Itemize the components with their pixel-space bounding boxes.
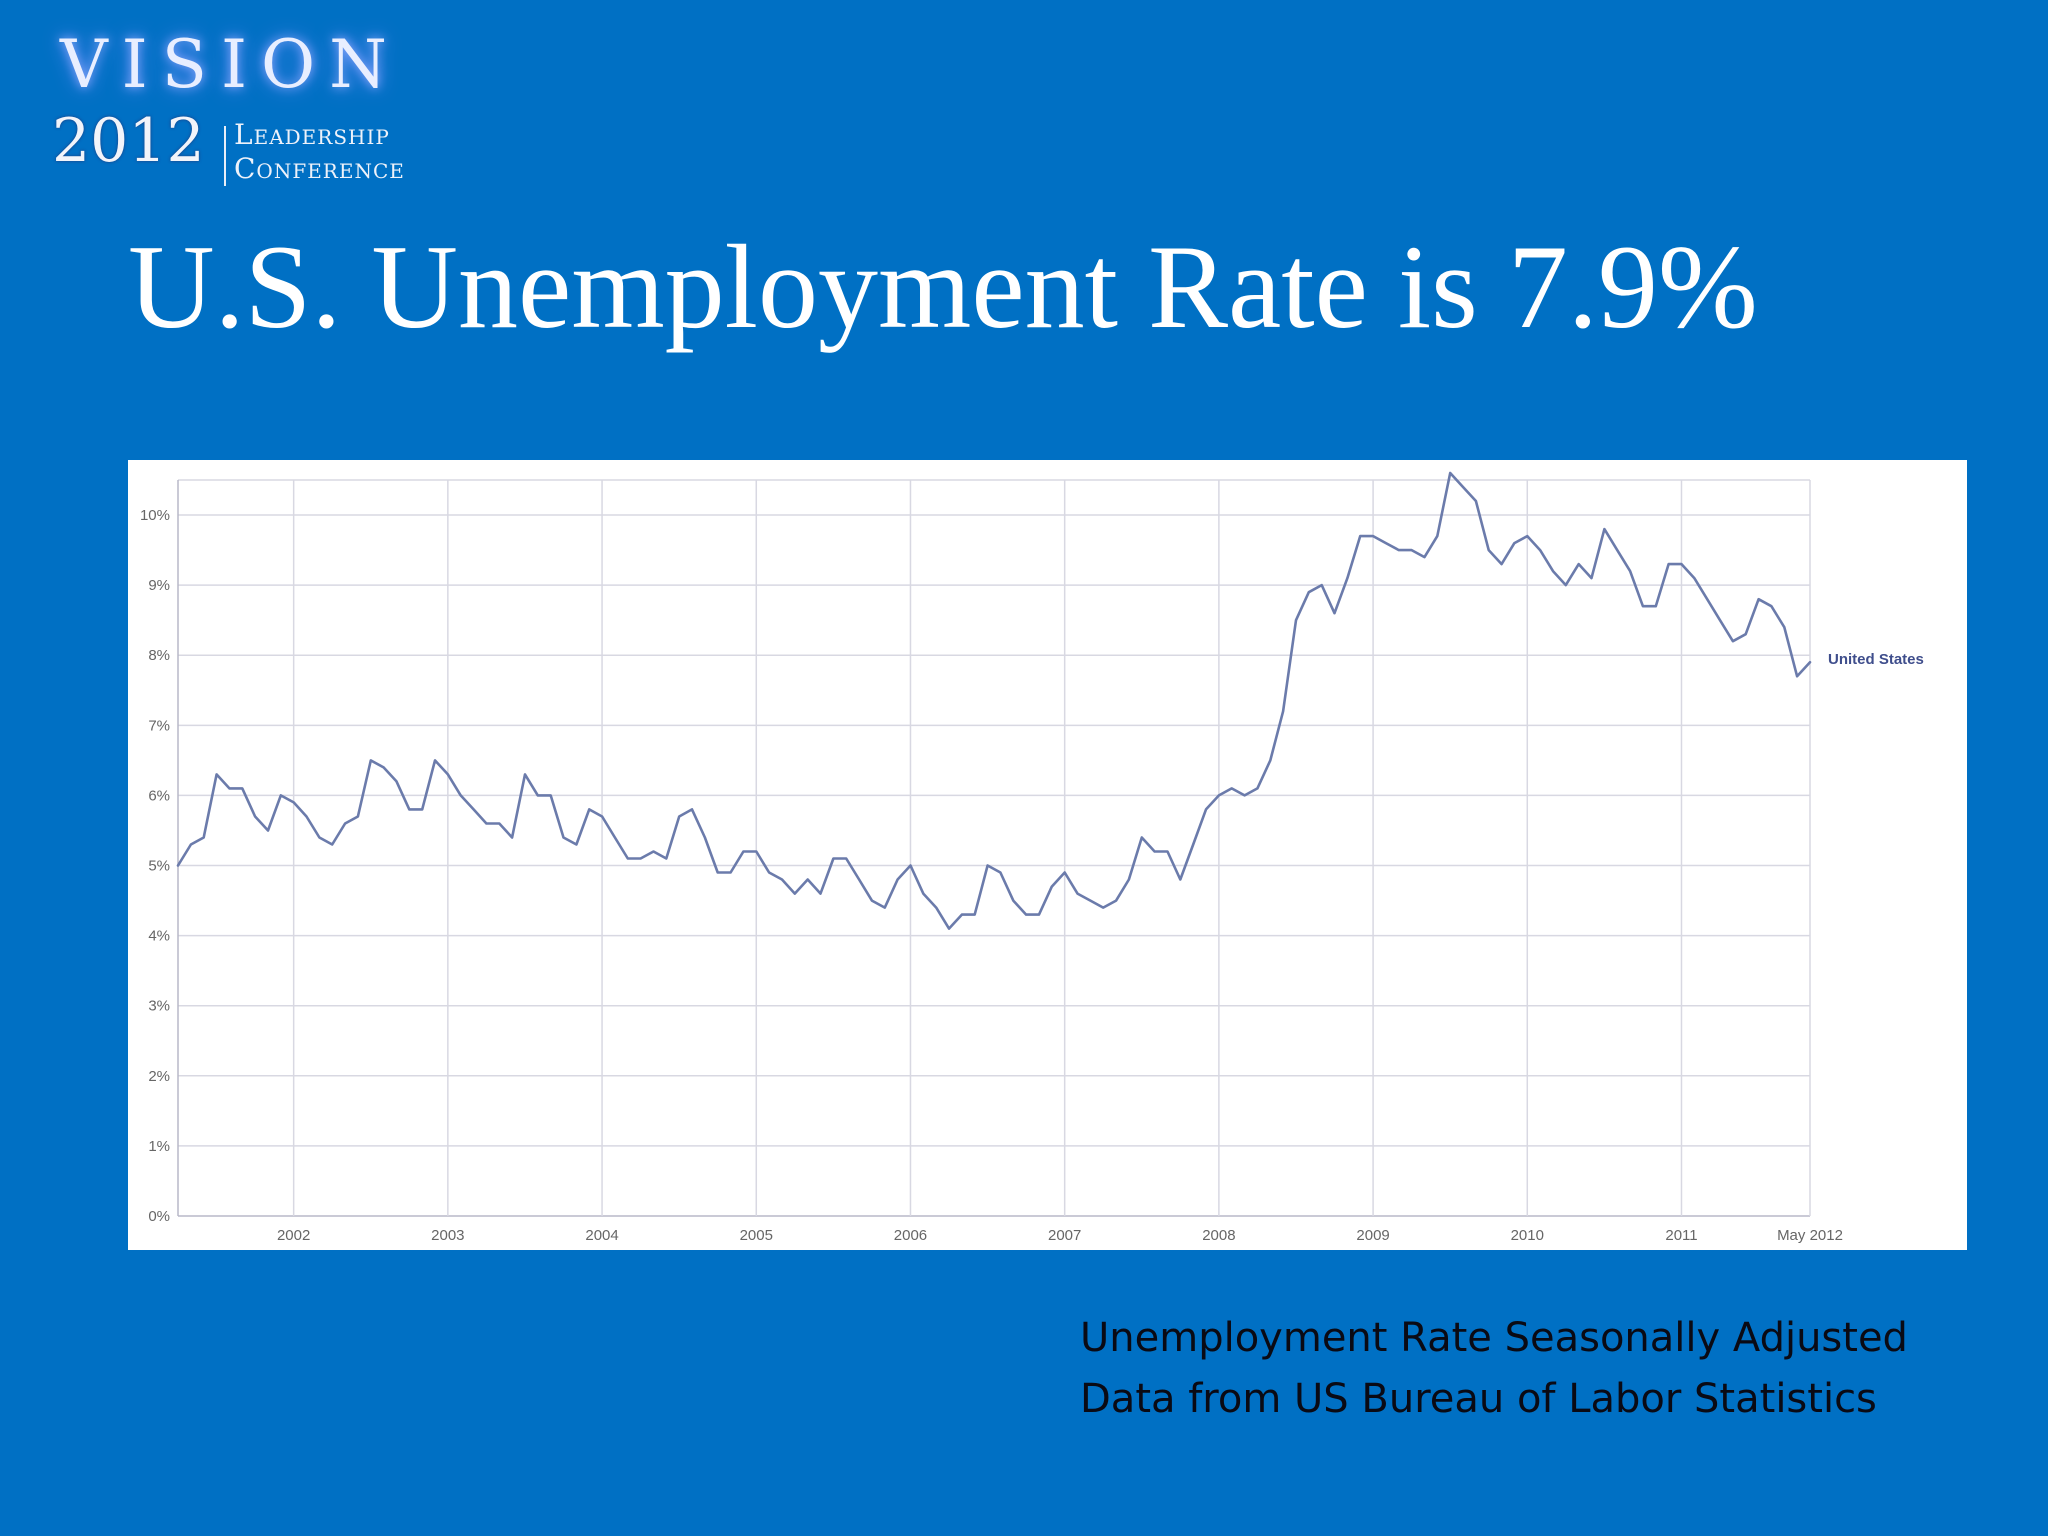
x-tick-label: 2004 [585, 1227, 618, 1244]
series-label-united-states: United States [1828, 651, 1924, 668]
x-tick-label: 2007 [1048, 1227, 1081, 1244]
y-tick-label: 8% [148, 647, 170, 664]
y-tick-label: 6% [148, 787, 170, 804]
x-tick-label: 2003 [431, 1227, 464, 1244]
y-tick-label: 0% [148, 1208, 170, 1225]
slide-title: U.S. Unemployment Rate is 7.9% [128, 220, 1758, 353]
chart-panel: 0% 1% 2% 3% 4% 5% 6% 7% 8% 9% 10% 2002 2003 2004 2005… [128, 460, 1967, 1250]
caption-line-1: Unemployment Rate Seasonally Adjusted [1080, 1315, 1908, 1361]
x-tick-label: 2005 [740, 1227, 773, 1244]
logo-leadership-text: Leadership [234, 118, 390, 151]
y-tick-label: 4% [148, 928, 170, 945]
conference-logo: VISION 2012 Leadership Conference [52, 22, 452, 186]
logo-vision-text: VISION [60, 26, 401, 103]
series-line-united-states [176, 471, 1812, 930]
y-tick-label: 1% [148, 1138, 170, 1155]
chart-caption: Unemployment Rate Seasonally Adjusted Da… [1080, 1308, 1908, 1430]
y-tick-label: 3% [148, 998, 170, 1015]
unemployment-line-chart: 0% 1% 2% 3% 4% 5% 6% 7% 8% 9% 10% 2002 2003 2004 2005… [140, 471, 1924, 1244]
logo-divider [224, 126, 226, 186]
y-tick-label: 2% [148, 1068, 170, 1085]
logo-year-text: 2012 [52, 106, 205, 176]
y-tick-label: 7% [148, 717, 170, 734]
logo-conference-text: Conference [234, 152, 405, 185]
x-tick-label: 2011 [1665, 1227, 1697, 1244]
x-tick-label: 2006 [894, 1227, 927, 1244]
y-tick-label: 10% [140, 507, 170, 524]
x-tick-label: 2010 [1511, 1227, 1544, 1244]
x-tick-label: 2009 [1356, 1227, 1389, 1244]
x-tick-label: 2008 [1202, 1227, 1235, 1244]
x-tick-label: 2002 [277, 1227, 310, 1244]
y-tick-label: 5% [148, 858, 170, 875]
caption-line-2: Data from US Bureau of Labor Statistics [1080, 1376, 1877, 1422]
y-tick-label: 9% [148, 577, 170, 594]
x-tick-label: May 2012 [1777, 1227, 1843, 1244]
